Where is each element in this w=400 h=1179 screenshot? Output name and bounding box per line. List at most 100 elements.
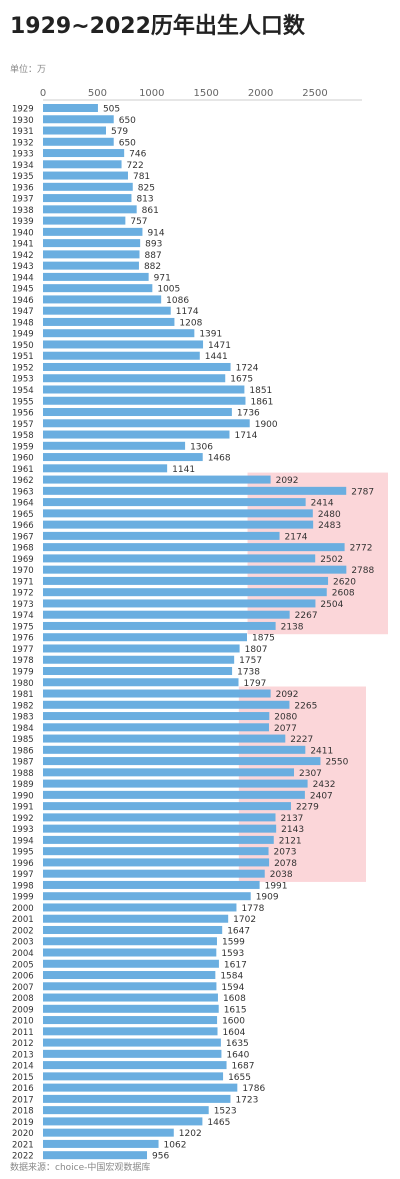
bar [43,160,122,169]
year-label: 1938 [12,206,34,216]
bar [43,453,203,462]
year-label: 1959 [12,442,34,452]
value-label: 1635 [226,1039,249,1049]
bar [43,565,347,574]
year-label: 1988 [12,769,34,779]
year-label: 1977 [12,645,34,655]
value-label: 1675 [230,375,253,385]
year-label: 1965 [12,510,34,520]
bar [43,137,114,146]
year-label: 1978 [12,656,34,666]
bar [43,1038,221,1047]
year-label: 1930 [12,116,34,126]
value-label: 1736 [237,409,260,419]
year-label: 2018 [12,1107,34,1117]
bar [43,937,217,946]
bar [43,678,239,687]
bar [43,576,329,585]
value-label: 2411 [310,746,333,756]
bar [43,700,290,709]
value-label: 2265 [294,701,317,711]
year-label: 1931 [12,127,34,137]
year-label: 1939 [12,217,34,227]
year-label: 1999 [12,893,34,903]
value-label: 1208 [179,318,202,328]
value-label: 1757 [239,656,262,666]
value-label: 1797 [244,679,267,689]
value-label: 887 [145,251,162,261]
value-label: 2121 [279,836,302,846]
year-label: 1981 [12,690,34,700]
bar [43,689,271,698]
bar [43,745,306,754]
bar [43,149,125,158]
value-label: 1687 [232,1062,255,1072]
value-label: 1391 [199,330,222,340]
year-label: 2005 [12,960,34,970]
value-label: 1615 [224,1005,247,1015]
value-label: 1593 [221,949,244,959]
value-label: 1584 [220,972,243,982]
value-label: 825 [138,183,155,193]
bar [43,914,229,923]
x-tick-label: 1500 [193,88,218,99]
year-label: 1989 [12,780,34,790]
year-label: 1969 [12,555,34,565]
year-label: 1998 [12,881,34,891]
value-label: 1875 [252,634,275,644]
year-label: 1941 [12,240,34,250]
x-tick-label: 0 [40,88,46,99]
bar [43,441,186,450]
bar [43,948,217,957]
year-label: 1995 [12,848,34,858]
value-label: 1523 [214,1107,237,1117]
year-label: 1932 [12,138,34,148]
bar [43,182,133,191]
year-label: 1940 [12,228,34,238]
year-label: 1943 [12,262,34,272]
bar [43,329,195,338]
value-label: 2092 [276,476,299,486]
value-label: 1778 [241,904,264,914]
bar [43,543,345,552]
year-label: 1968 [12,544,34,554]
year-label: 1996 [12,859,34,869]
bar [43,655,235,664]
bar [43,396,246,405]
year-label: 1973 [12,600,34,610]
bar [43,712,270,721]
year-label: 1994 [12,836,34,846]
bar [43,1083,238,1092]
bar [43,351,200,360]
value-label: 1468 [208,454,231,464]
value-label: 1991 [265,881,288,891]
bar [43,768,295,777]
value-label: 2480 [318,510,341,520]
year-label: 2016 [12,1084,34,1094]
year-label: 2012 [12,1039,34,1049]
year-label: 1960 [12,454,34,464]
bar [43,847,269,856]
x-tick-label: 2000 [248,88,273,99]
bar [43,171,128,180]
value-label: 2772 [350,544,373,554]
value-label: 1141 [172,465,195,475]
bar [43,925,223,934]
x-tick-label: 2500 [302,88,327,99]
value-label: 1062 [164,1140,187,1150]
year-label: 1972 [12,589,34,599]
value-label: 2077 [274,724,297,734]
year-label: 1947 [12,307,34,317]
bar [43,250,140,259]
year-label: 1992 [12,814,34,824]
bar [43,880,260,889]
value-label: 1594 [221,983,244,993]
bar [43,1072,224,1081]
value-label: 2279 [296,803,319,813]
value-label: 1738 [237,668,260,678]
year-label: 1944 [12,273,34,283]
value-label: 2407 [310,791,333,801]
value-label: 1202 [179,1129,202,1139]
bar [43,239,141,248]
value-label: 1851 [249,386,272,396]
